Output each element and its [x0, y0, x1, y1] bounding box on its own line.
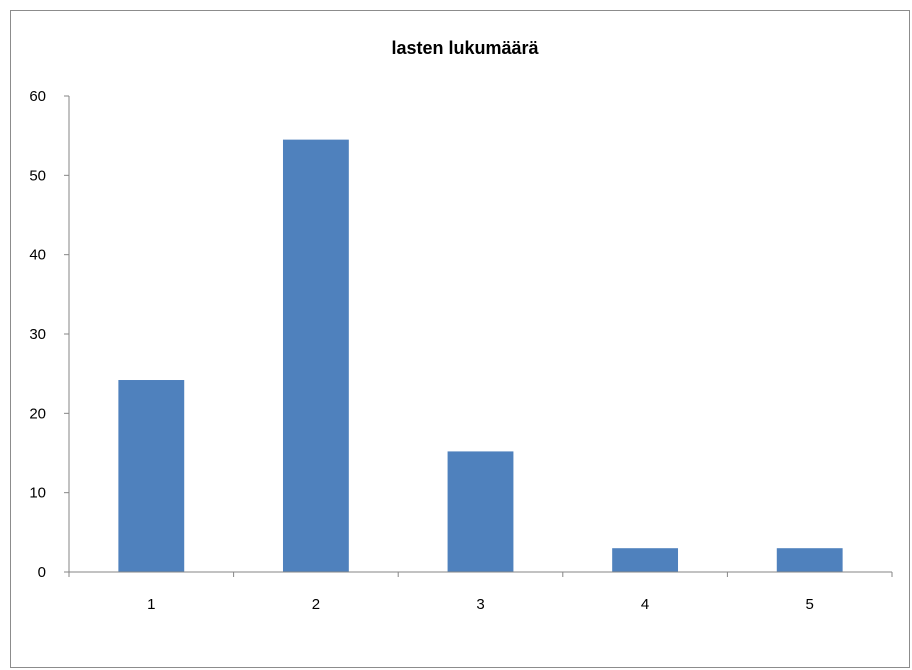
bar-5 [776, 548, 843, 572]
x-tick-label: 5 [806, 596, 814, 613]
y-tick-label: 20 [29, 405, 46, 422]
bars [118, 139, 843, 572]
y-tick-label: 50 [29, 167, 46, 184]
bar-4 [612, 548, 679, 572]
y-tick-label: 10 [29, 485, 46, 502]
bar-1 [118, 380, 185, 572]
y-tick-label: 30 [29, 326, 46, 343]
x-tick-label: 2 [312, 596, 320, 613]
x-tick-label: 3 [476, 596, 484, 613]
y-tick-label: 0 [38, 564, 46, 581]
x-tick-label: 4 [641, 596, 649, 613]
x-axis-ticks: 1 2 3 4 5 [68, 572, 893, 613]
x-tick-label: 1 [147, 596, 155, 613]
y-tick-label: 40 [29, 247, 46, 264]
bar-2 [282, 139, 349, 572]
chart-title: lasten lukumäärä [391, 38, 539, 58]
y-axis-ticks: 0 10 20 30 40 50 60 [29, 88, 69, 581]
bar-3 [447, 451, 514, 572]
y-tick-label: 60 [29, 88, 46, 105]
